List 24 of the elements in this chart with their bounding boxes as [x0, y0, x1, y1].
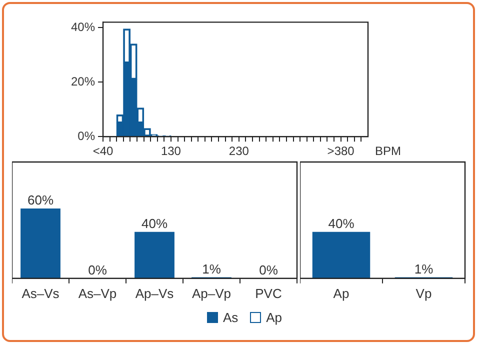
x-tick-label: As–Vs [22, 286, 60, 301]
x-tick-label: As–Vp [78, 286, 117, 301]
data-label: 0% [259, 262, 278, 278]
data-label: 0% [88, 262, 108, 278]
data-label: 40% [141, 216, 168, 231]
y-tick-label: 0% [78, 128, 96, 143]
data-label: 40% [328, 216, 355, 231]
x-tick-label: Vp [416, 286, 432, 301]
legend-label: Ap [266, 310, 282, 325]
legend-label: As [222, 310, 238, 325]
x-tick-label: Ap–Vp [192, 286, 232, 301]
x-tick-label: 130 [160, 144, 182, 158]
y-tick-label: 20% [70, 74, 96, 88]
data-label: 60% [27, 192, 54, 208]
x-axis-title: BPM [375, 144, 402, 158]
data-label: 1% [414, 261, 434, 276]
x-tick-label: PVC [255, 286, 282, 301]
x-tick-label: Ap–Vs [135, 286, 174, 301]
y-tick-label: 40% [70, 20, 96, 34]
x-tick-label: <40 [92, 144, 114, 158]
x-tick-label: Ap [333, 286, 350, 301]
x-tick-label: 230 [228, 144, 250, 158]
x-tick-label: >380 [327, 144, 355, 158]
data-label: 1% [202, 261, 222, 276]
